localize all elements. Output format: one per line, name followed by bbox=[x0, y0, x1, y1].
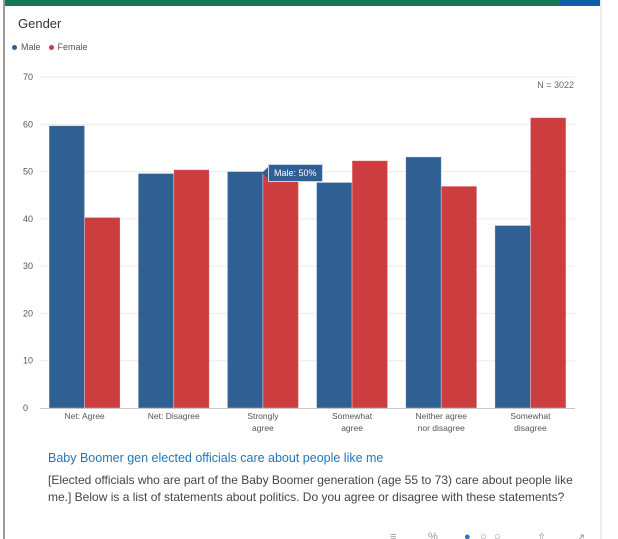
bar-male[interactable] bbox=[405, 156, 442, 409]
bottom-toolbar: ≡ % ● ○ ○ ⇧ ↗ bbox=[380, 531, 600, 539]
scrollbar-track[interactable] bbox=[600, 0, 602, 539]
top-accent-bar bbox=[5, 0, 560, 6]
left-border bbox=[3, 0, 5, 539]
female-dot-icon bbox=[48, 44, 54, 50]
bar-chart: 0 10 20 30 40 50 60 70 Net: Agree Net: Disagree St… bbox=[23, 72, 575, 433]
bar-male[interactable] bbox=[316, 182, 353, 409]
bar-female[interactable] bbox=[262, 171, 299, 409]
x-tick-label: Strongly bbox=[247, 411, 279, 421]
y-tick-label: 60 bbox=[23, 119, 33, 129]
bar-female[interactable] bbox=[530, 117, 567, 409]
legend-label-female: Female bbox=[57, 42, 88, 52]
series-dot-icon[interactable]: ○ bbox=[480, 531, 487, 539]
x-tick-label: nor disagree bbox=[418, 423, 466, 433]
bar-female[interactable] bbox=[351, 160, 388, 409]
x-tick-label: agree bbox=[252, 423, 274, 433]
y-tick-label: 0 bbox=[23, 403, 28, 413]
x-tick-label: Net: Disagree bbox=[148, 411, 200, 421]
y-tick-label: 50 bbox=[23, 167, 33, 177]
legend-label-male: Male bbox=[21, 42, 41, 52]
x-tick-label: Somewhat bbox=[332, 411, 373, 421]
bar-female[interactable] bbox=[173, 169, 210, 409]
top-accent-bar-blue bbox=[560, 0, 600, 6]
bar-female[interactable] bbox=[440, 185, 478, 409]
bar-female[interactable] bbox=[84, 217, 121, 409]
y-tick-label: 10 bbox=[23, 356, 33, 366]
bar-male[interactable] bbox=[137, 173, 175, 409]
sample-size-label: N = 3022 bbox=[537, 80, 574, 90]
legend-item-female[interactable]: Female bbox=[48, 42, 88, 52]
chart-type-icon[interactable]: ≡ bbox=[390, 531, 397, 539]
series-dot-icon-2[interactable]: ○ bbox=[494, 531, 501, 539]
bar-male[interactable] bbox=[227, 171, 264, 409]
bar-male[interactable] bbox=[494, 225, 531, 409]
male-dot-icon bbox=[12, 44, 17, 50]
chart-title: Gender bbox=[18, 16, 62, 31]
legend: Male Female bbox=[12, 42, 88, 52]
tooltip: Male: 50% bbox=[262, 164, 323, 182]
x-tick-label: Somewhat bbox=[510, 411, 551, 421]
y-tick-label: 70 bbox=[23, 72, 33, 82]
x-tick-label: disagree bbox=[514, 423, 547, 433]
question-text: [Elected officials who are part of the B… bbox=[48, 473, 573, 504]
x-tick-label: agree bbox=[341, 423, 363, 433]
y-tick-label: 40 bbox=[23, 214, 33, 224]
y-tick-label: 20 bbox=[23, 308, 33, 318]
question-title-link[interactable]: Baby Boomer gen elected officials care a… bbox=[48, 451, 384, 465]
expand-icon[interactable]: ↗ bbox=[576, 532, 586, 539]
x-tick-label: Neither agree bbox=[415, 411, 467, 421]
percent-icon[interactable]: % bbox=[428, 531, 438, 539]
x-tick-label: Net: Agree bbox=[64, 411, 104, 421]
legend-item-male[interactable]: Male bbox=[12, 42, 41, 52]
y-tick-label: 30 bbox=[23, 261, 33, 271]
sort-icon[interactable]: ⇧ bbox=[537, 532, 547, 539]
series-dot-active-icon[interactable]: ● bbox=[464, 531, 471, 539]
bar-male[interactable] bbox=[48, 125, 85, 409]
